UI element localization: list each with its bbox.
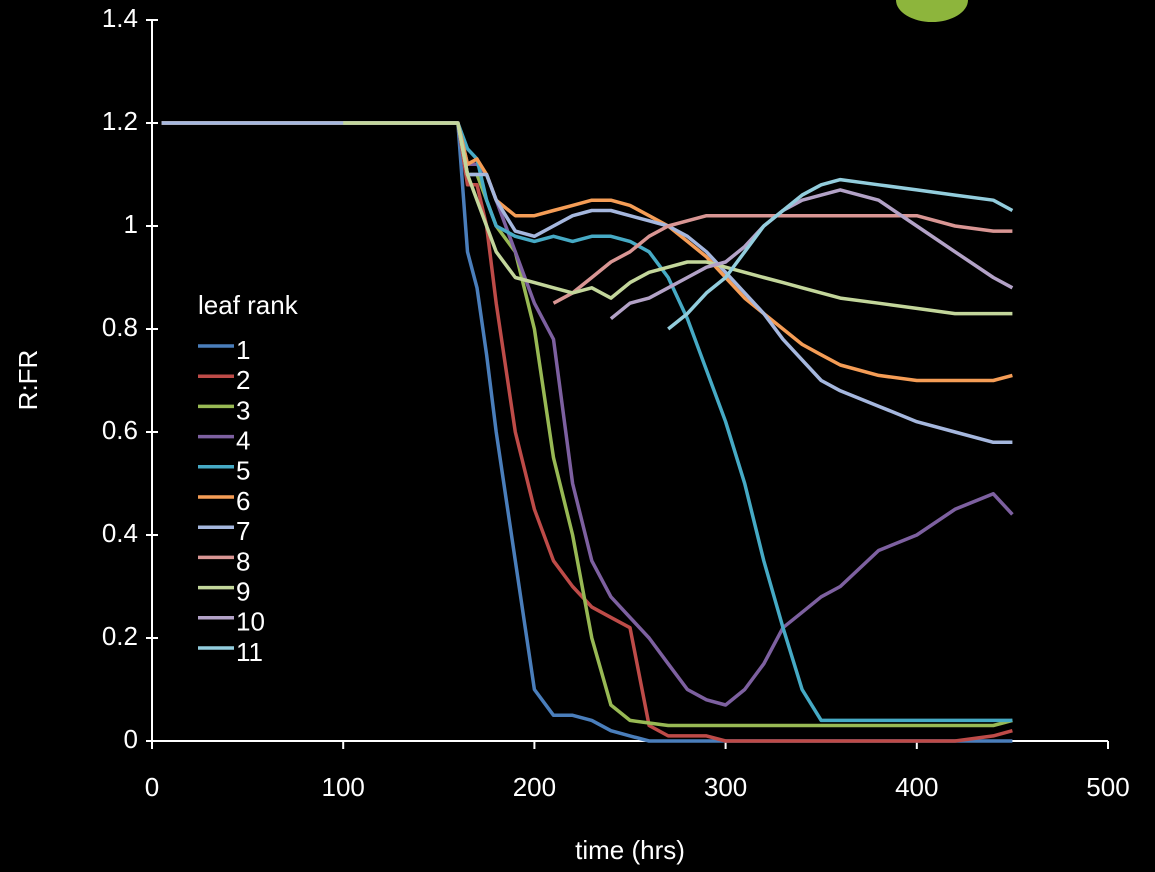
legend-label: 11 [236, 637, 263, 667]
series-line [667, 177, 1014, 331]
y-tick-label: 0 [124, 724, 138, 754]
y-tick-label: 1.4 [102, 3, 138, 33]
legend-label: 4 [236, 425, 250, 455]
x-tick-label: 500 [1086, 772, 1129, 802]
series-line [161, 121, 1013, 743]
legend-label: 8 [236, 546, 250, 576]
x-axis-title: time (hrs) [575, 835, 685, 865]
legend-label: 9 [236, 576, 250, 606]
legend-label: 5 [236, 456, 250, 486]
y-tick-label: 0.2 [102, 621, 138, 651]
series-line [343, 121, 1013, 316]
legend-label: 2 [236, 365, 250, 395]
series-line [609, 188, 1014, 321]
series-line [161, 121, 1013, 723]
y-tick-label: 0.8 [102, 312, 138, 342]
y-tick-label: 1 [124, 209, 138, 239]
legend-label: 3 [236, 395, 250, 425]
x-tick-label: 0 [145, 772, 159, 802]
legend-label: 7 [236, 516, 250, 546]
x-tick-label: 300 [704, 772, 747, 802]
legend-label: 6 [236, 486, 250, 516]
x-tick-label: 100 [322, 772, 365, 802]
y-tick-label: 0.4 [102, 518, 138, 548]
y-tick-label: 1.2 [102, 106, 138, 136]
x-tick-label: 200 [513, 772, 556, 802]
legend-title: leaf rank [198, 290, 299, 320]
y-axis-title: R:FR [13, 350, 43, 411]
legend-label: 1 [236, 335, 250, 365]
x-tick-label: 400 [895, 772, 938, 802]
leaf-image [896, 0, 968, 22]
legend-label: 10 [236, 607, 265, 637]
series-line [161, 121, 1013, 383]
y-tick-label: 0.6 [102, 415, 138, 445]
